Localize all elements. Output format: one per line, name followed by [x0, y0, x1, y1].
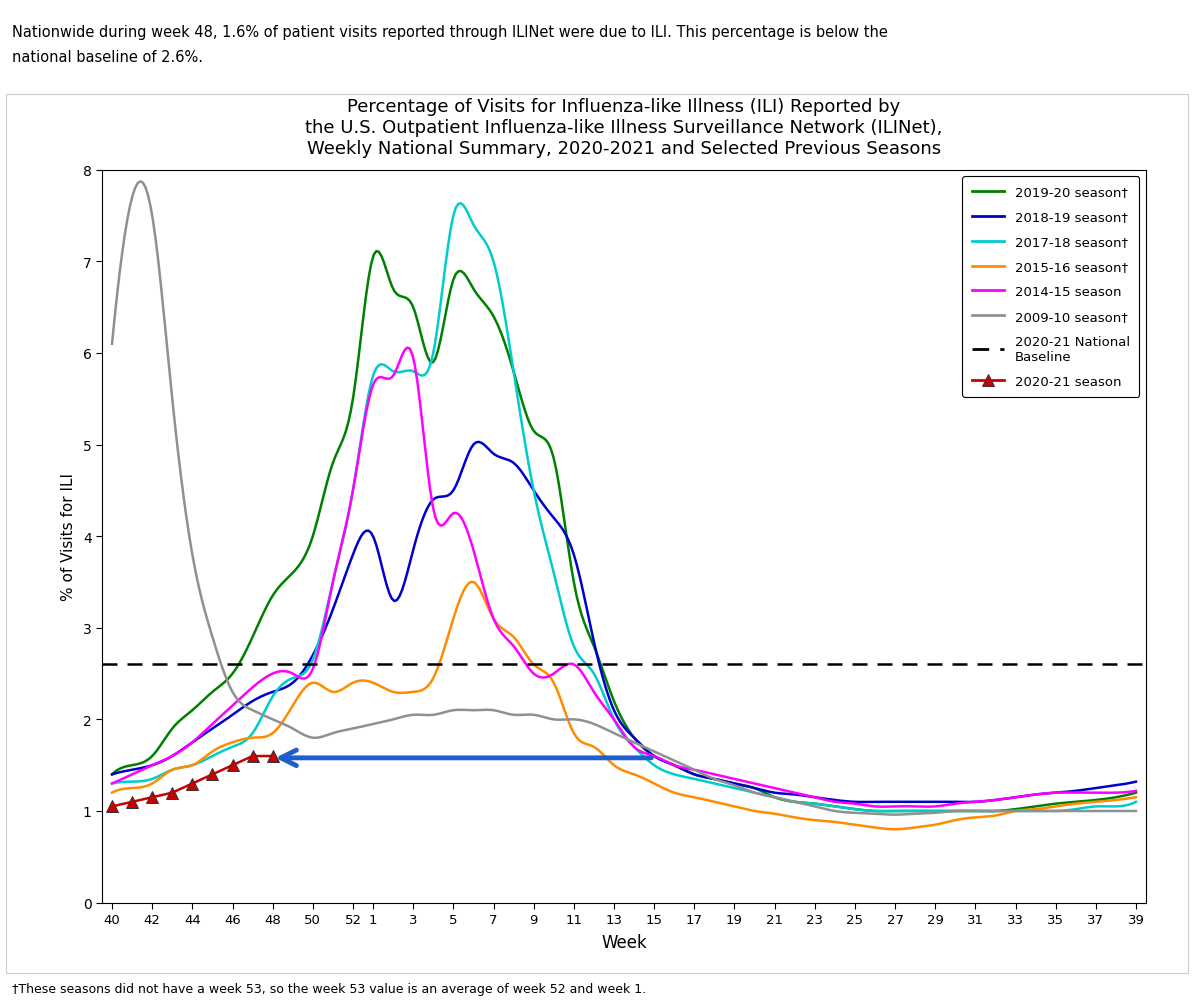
Text: Nationwide during week 48, 1.6% of patient visits reported through ILINet were d: Nationwide during week 48, 1.6% of patie…: [12, 25, 888, 40]
2018-19 season†: [1129, 776, 1144, 788]
2017-18 season†: [104, 777, 119, 789]
2020-21 season: [125, 796, 139, 808]
2015-16 season†: [438, 638, 452, 650]
2018-19 season†: [852, 796, 866, 808]
Line: 2009-10 season†: 2009-10 season†: [112, 183, 1136, 814]
2015-16 season†: [228, 735, 242, 747]
2018-19 season†: [438, 490, 452, 503]
2019-20 season†: [442, 295, 456, 307]
2014-15 season: [228, 697, 242, 709]
2014-15 season: [1129, 785, 1144, 797]
2020-21 season: [245, 750, 259, 762]
2019-20 season†: [875, 805, 889, 817]
2018-19 season†: [751, 783, 766, 795]
2015-16 season†: [512, 640, 527, 652]
2015-16 season†: [751, 805, 766, 817]
2014-15 season: [512, 650, 527, 662]
Line: 2015-16 season†: 2015-16 season†: [112, 582, 1136, 829]
2014-15 season: [442, 514, 456, 526]
2009-10 season†: [133, 177, 148, 189]
2015-16 season†: [464, 576, 479, 588]
2017-18 season†: [438, 258, 452, 270]
2018-19 season†: [104, 768, 119, 780]
2019-20 season†: [1129, 786, 1144, 798]
2009-10 season†: [230, 694, 245, 706]
2015-16 season†: [888, 823, 902, 835]
2009-10 season†: [104, 338, 119, 350]
2020-21 season: [166, 786, 180, 798]
2014-15 season: [846, 797, 860, 809]
2017-18 season†: [1129, 796, 1144, 808]
2018-19 season†: [472, 436, 486, 448]
Line: 2014-15 season: 2014-15 season: [112, 348, 1136, 806]
2019-20 season†: [751, 784, 766, 796]
Text: †These seasons did not have a week 53, so the week 53 value is an average of wee: †These seasons did not have a week 53, s…: [12, 982, 646, 995]
2017-18 season†: [751, 787, 766, 799]
Line: 2018-19 season†: 2018-19 season†: [112, 442, 1136, 802]
2020-21 season: [104, 800, 119, 812]
2020-21 season: [265, 750, 280, 762]
Y-axis label: % of Visits for ILI: % of Visits for ILI: [61, 472, 76, 601]
2015-16 season†: [852, 819, 866, 831]
2018-19 season†: [854, 796, 869, 808]
2020-21 season: [226, 759, 240, 771]
2018-19 season†: [228, 707, 242, 719]
2017-18 season†: [228, 740, 242, 752]
2015-16 season†: [846, 818, 860, 830]
Text: national baseline of 2.6%.: national baseline of 2.6%.: [12, 50, 203, 65]
2014-15 season: [751, 778, 766, 790]
2020-21 National Baseline: [104, 659, 119, 671]
2019-20 season†: [846, 803, 860, 815]
2014-15 season: [875, 800, 889, 812]
2017-18 season†: [852, 803, 866, 815]
Bar: [6, 95, 1188, 973]
2020-21 season: [145, 791, 160, 803]
2009-10 season†: [846, 807, 860, 819]
2019-20 season†: [852, 803, 866, 815]
2009-10 season†: [751, 788, 766, 800]
Line: 2017-18 season†: 2017-18 season†: [112, 204, 1136, 811]
Line: 2020-21 season: 2020-21 season: [106, 750, 278, 812]
2018-19 season†: [846, 796, 860, 808]
2009-10 season†: [1129, 805, 1144, 817]
2009-10 season†: [852, 807, 866, 819]
2020-21 National Baseline: [125, 659, 139, 671]
2015-16 season†: [1129, 791, 1144, 803]
Line: 2019-20 season†: 2019-20 season†: [112, 252, 1136, 811]
2019-20 season†: [228, 664, 242, 676]
2014-15 season: [400, 342, 414, 354]
Legend: 2019-20 season†, 2018-19 season†, 2017-18 season†, 2015-16 season†, 2014-15 seas: 2019-20 season†, 2018-19 season†, 2017-1…: [962, 178, 1140, 397]
Title: Percentage of Visits for Influenza-like Illness (ILI) Reported by
the U.S. Outpa: Percentage of Visits for Influenza-like …: [305, 98, 943, 157]
2017-18 season†: [846, 803, 860, 815]
2009-10 season†: [442, 705, 456, 717]
X-axis label: Week: Week: [601, 933, 647, 951]
2017-18 season†: [875, 805, 889, 817]
2020-21 season: [205, 768, 220, 780]
2014-15 season: [104, 777, 119, 789]
2017-18 season†: [512, 407, 527, 419]
2017-18 season†: [454, 198, 468, 210]
2019-20 season†: [104, 768, 119, 780]
2009-10 season†: [888, 808, 902, 820]
2014-15 season: [852, 798, 866, 810]
2019-20 season†: [512, 389, 527, 401]
2009-10 season†: [512, 709, 527, 721]
2015-16 season†: [104, 786, 119, 798]
2020-21 season: [185, 777, 199, 789]
2018-19 season†: [512, 464, 527, 476]
2019-20 season†: [370, 246, 384, 258]
